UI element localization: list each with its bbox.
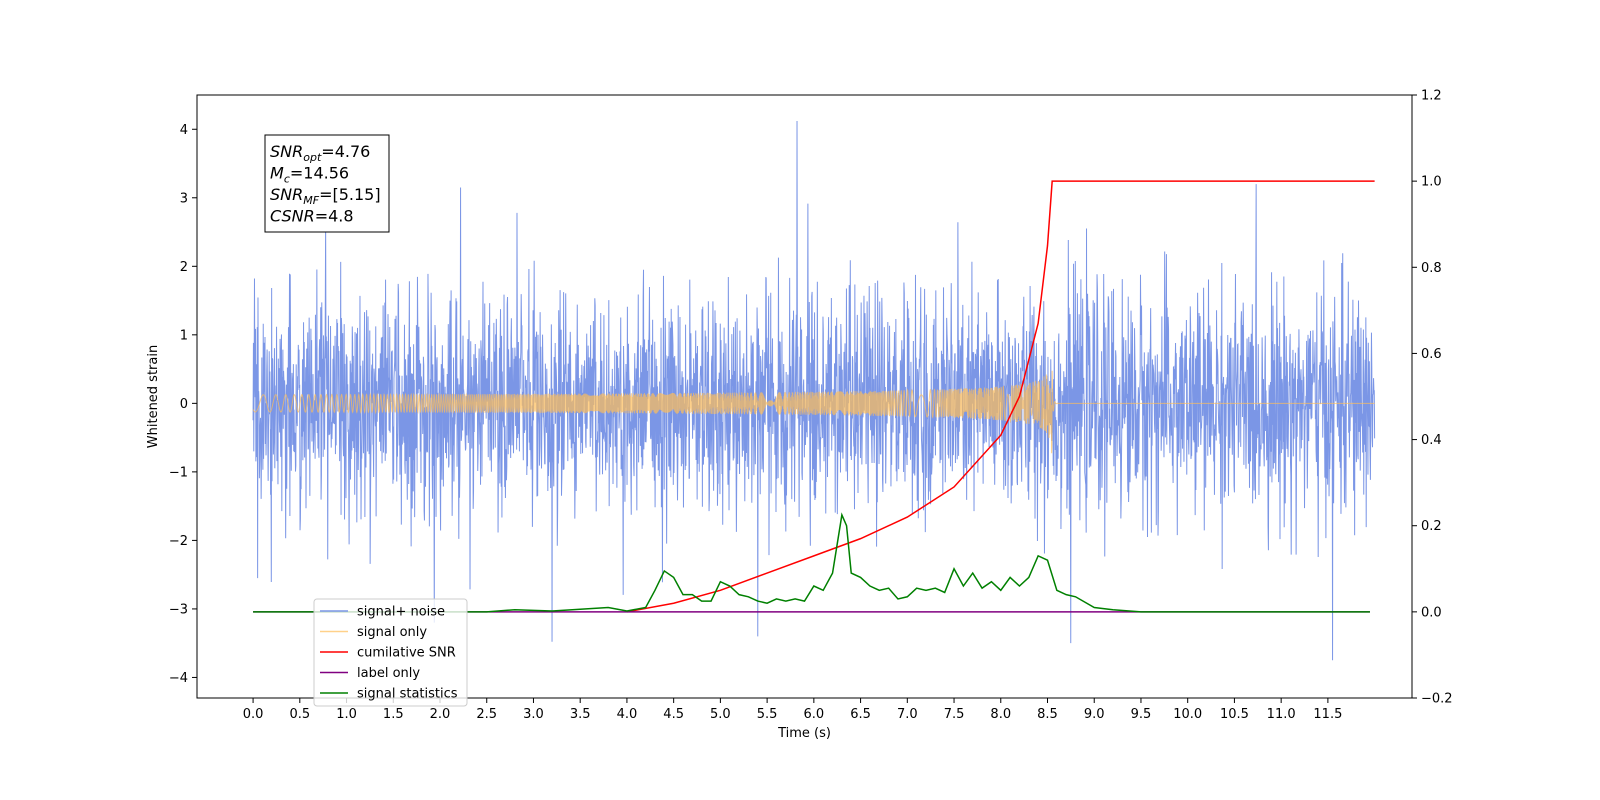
y-left-tick-label: 1 [180,328,188,343]
y-left-tick-label: −4 [169,671,188,686]
x-tick-label: 8.5 [1037,707,1058,722]
y-left-tick-label: 4 [180,123,188,138]
y-right-tick-label: 1.2 [1421,89,1442,104]
legend: signal+ noise signal only cumilative SNR la… [313,598,468,707]
x-tick-label: 5.5 [757,707,778,722]
x-axis: 0.0 0.5 1.0 1.5 2.0 2.5 3.0 3.5 4.0 4.5 5.0 5.5 6.0 6… [243,698,1342,722]
legend-label: cumilative SNR [357,646,456,661]
x-tick-label: 6.5 [850,707,871,722]
annotation-line: Mc=14.56 [270,164,349,186]
y-right-tick-label: 0.4 [1421,433,1442,448]
y-left-tick-label: −3 [169,602,188,617]
x-tick-label: 6.0 [804,707,825,722]
series-cumilative-snr-line [626,180,1375,613]
y-right-tick-label: 0.8 [1421,261,1442,276]
x-tick-label: 3.0 [523,707,544,722]
x-tick-label: 10.5 [1220,707,1249,722]
annotation-value: =14.56 [290,164,349,183]
legend-label: signal only [357,625,427,640]
x-tick-label: 0.5 [289,707,310,722]
y-left-tick-label: −1 [169,465,188,480]
legend-label: signal+ noise [357,605,445,620]
y-axis-label: Whitened strain [146,345,161,448]
x-tick-label: 11.0 [1267,707,1296,722]
annotation-variable: M [270,164,284,183]
x-tick-label: 0.0 [243,707,264,722]
annotation-variable: SNR [270,185,303,204]
annotation-subscript: MF [303,194,319,207]
x-tick-label: 1.5 [383,707,404,722]
y-axis-right: −0.2 0.0 0.2 0.4 0.6 0.8 1.0 1.2 [1412,89,1453,707]
x-tick-label: 7.0 [897,707,918,722]
annotation-value: =[5.15] [319,185,381,204]
legend-label: signal statistics [357,687,458,702]
annotation-subscript: opt [303,151,322,164]
x-tick-label: 10.0 [1173,707,1202,722]
x-tick-label: 2.5 [476,707,497,722]
x-tick-label: 5.0 [710,707,731,722]
x-tick-label: 11.5 [1313,707,1342,722]
y-right-tick-label: 1.0 [1421,175,1442,190]
x-tick-label: 9.5 [1131,707,1152,722]
axes-frame [196,94,1413,699]
annotation-value: =4.8 [315,207,354,226]
y-left-tick-label: −2 [169,534,188,549]
x-axis-label: Time (s) [777,726,831,741]
annotation-line: SNRMF=[5.15] [270,185,381,207]
x-tick-label: 8.0 [990,707,1011,722]
y-right-tick-label: 0.0 [1421,605,1442,620]
series-signal-noise-line [252,121,1376,661]
x-tick-label: 4.5 [663,707,684,722]
annotation-variable: CSNR [270,207,315,226]
legend-label: label only [357,666,420,681]
plot-area [252,121,1376,661]
annotation-subscript: c [284,173,290,186]
y-left-tick-label: 2 [180,260,188,275]
annotation-value: =4.76 [321,142,370,161]
x-tick-label: 7.5 [944,707,965,722]
y-left-tick-label: 0 [180,397,188,412]
y-right-tick-label: −0.2 [1421,692,1453,707]
annotation-variable: SNR [270,142,303,161]
y-left-tick-label: 3 [180,191,188,206]
legend-frame [313,598,468,707]
x-tick-label: 1.0 [336,707,357,722]
x-tick-label: 9.0 [1084,707,1105,722]
series-signal-statistics-line [253,512,1370,613]
annotation-frame [264,134,390,233]
x-tick-label: 3.5 [570,707,591,722]
annotation-line: CSNR=4.8 [270,207,354,226]
y-right-tick-label: 0.2 [1421,519,1442,534]
series-signal-only-line [252,370,1375,454]
x-tick-label: 4.0 [617,707,638,722]
annotation-line: SNRopt=4.76 [270,142,370,164]
y-axis-left: −4 −3 −2 −1 0 1 2 3 4 [169,123,197,686]
x-tick-label: 2.0 [430,707,451,722]
y-right-tick-label: 0.6 [1421,347,1442,362]
